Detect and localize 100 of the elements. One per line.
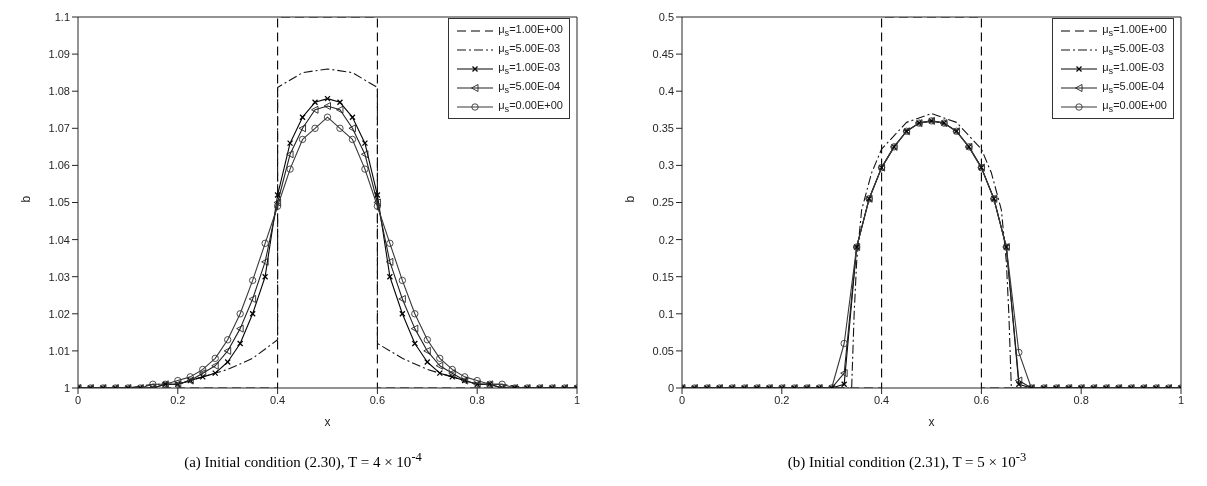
legend-label: μ$_{s}$=0.00E+00: [498, 98, 563, 115]
y-tick-label: 0.15: [652, 270, 674, 283]
point: [149, 380, 157, 388]
point: [461, 373, 469, 381]
point: [348, 124, 356, 133]
y-tick-label: 0.1: [658, 307, 674, 320]
x-tick-label: 0.6: [973, 393, 990, 406]
y-tick-label: 1.01: [48, 344, 70, 357]
point: [840, 339, 848, 348]
y-tick-label: 1.02: [48, 307, 70, 320]
point: [373, 202, 382, 210]
point: [273, 198, 282, 207]
x-tick-label: 0: [678, 393, 686, 406]
point: [298, 135, 307, 144]
x-tick-label: 0.6: [369, 393, 386, 406]
x-tick-label: 1: [1177, 393, 1185, 406]
point: [336, 124, 344, 132]
point: [398, 276, 406, 285]
y-tick-label: 0.45: [652, 48, 674, 60]
point: [1014, 376, 1023, 385]
point: [311, 124, 319, 132]
point: [298, 124, 306, 133]
legend-label: μ$_{s}$=1.00E+00: [1102, 22, 1167, 39]
y-tick-label: 1.1: [54, 10, 70, 23]
legend-label: μ$_{s}$=1.00E+00: [498, 22, 563, 39]
y-tick-label: 1.08: [48, 85, 70, 98]
x-tick-label: 0.8: [1073, 393, 1089, 406]
x-axis-title: x: [928, 415, 935, 429]
y-tick-label: 1.04: [48, 233, 70, 246]
y-tick-label: 0.2: [658, 233, 674, 246]
point: [498, 380, 506, 388]
point: [361, 165, 369, 173]
point: [398, 295, 406, 303]
y-tick-label: 1: [63, 381, 70, 394]
point: [199, 365, 207, 374]
point: [348, 135, 357, 144]
x-tick-label: 1: [573, 393, 581, 406]
y-tick-label: 0.3: [658, 159, 674, 172]
y-tick-label: 1.09: [48, 48, 70, 60]
point: [286, 150, 294, 159]
point: [423, 346, 431, 355]
y-axis-title: b: [19, 195, 34, 203]
point: [1015, 348, 1023, 357]
y-tick-label: 1.07: [48, 122, 70, 135]
point: [236, 310, 244, 318]
point: [373, 198, 381, 207]
y-tick-label: 0.4: [658, 85, 674, 98]
x-tick-label: 0.2: [170, 393, 186, 406]
point: [435, 361, 444, 370]
point: [448, 365, 456, 374]
point: [261, 239, 269, 247]
legend-label: μ$_{s}$=5.00E-03: [1102, 41, 1165, 58]
y-tick-label: 0.25: [652, 196, 674, 209]
legend-label: μ$_{s}$=5.00E-03: [498, 41, 561, 58]
point: [224, 336, 232, 344]
point: [448, 369, 456, 378]
point: [186, 373, 194, 381]
point: [336, 105, 344, 114]
point: [423, 336, 431, 344]
y-tick-label: 0.05: [652, 344, 674, 357]
point: [286, 165, 294, 173]
text: (b) Initial condition (2.31), T = 5 × 10$^{-3}$: [787, 450, 1027, 471]
point: [174, 376, 182, 385]
point: [323, 113, 332, 121]
x-tick-label: 0.8: [469, 393, 485, 406]
point: [249, 276, 257, 285]
point: [248, 295, 257, 303]
point: [410, 324, 419, 333]
point: [211, 354, 219, 362]
y-tick-label: 0: [667, 381, 674, 394]
y-tick-label: 1.03: [48, 270, 70, 283]
x-tick-label: 0.4: [269, 393, 286, 406]
point: [261, 257, 269, 266]
point: [311, 105, 319, 114]
point: [273, 202, 282, 210]
point: [223, 346, 232, 355]
x-tick-label: 0.2: [774, 393, 790, 406]
point: [323, 102, 331, 110]
y-tick-label: 0.35: [652, 122, 674, 135]
legend-label: μ$_{s}$=5.00E-04: [498, 79, 561, 96]
point: [473, 376, 481, 385]
point: [436, 354, 444, 362]
legend-label: μ$_{s}$=1.00E-03: [1102, 60, 1165, 77]
point: [360, 150, 369, 159]
point: [411, 310, 419, 318]
legend-label: μ$_{s}$=0.00E+00: [1102, 98, 1167, 115]
point: [198, 369, 207, 378]
point: [236, 324, 244, 333]
legend-label: μ$_{s}$=5.00E-04: [1102, 79, 1165, 96]
point: [385, 257, 394, 266]
point: [211, 361, 219, 370]
x-tick-label: 0.4: [873, 393, 890, 406]
y-tick-label: 0.5: [658, 10, 674, 23]
text: (a) Initial condition (2.30), T = 4 × 10$^{-4}$: [184, 450, 422, 471]
y-axis-title: b: [623, 195, 638, 203]
legend-label: μ$_{s}$=1.00E-03: [498, 60, 561, 77]
y-tick-label: 1.06: [48, 159, 70, 172]
x-tick-label: 0: [74, 393, 82, 406]
point: [386, 239, 394, 247]
y-tick-label: 1.05: [48, 196, 70, 209]
